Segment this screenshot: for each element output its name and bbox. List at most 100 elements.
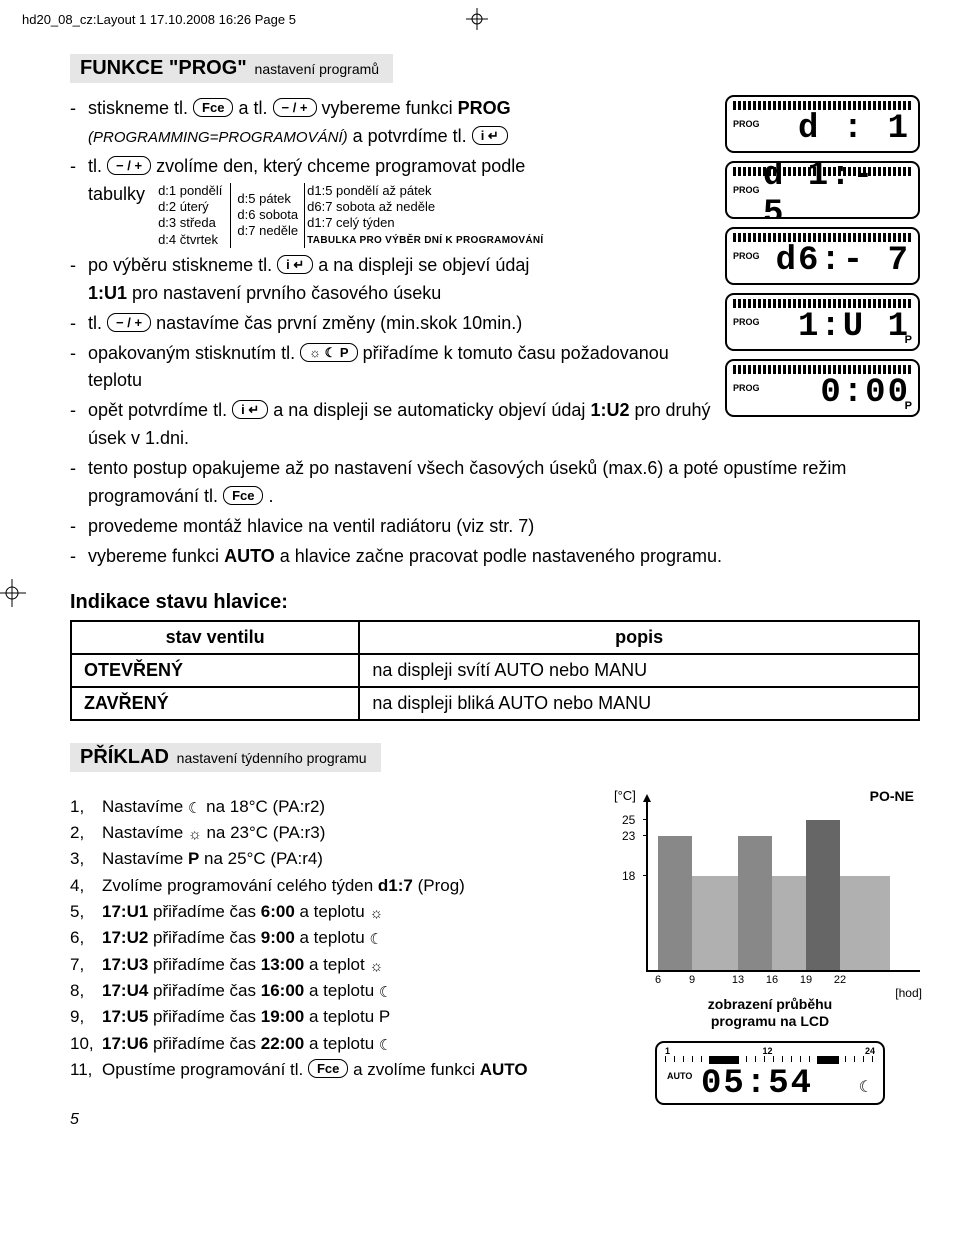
row-num: 9, [70, 1004, 102, 1030]
t: tabulky [88, 184, 145, 204]
moon-icon: ☾ [859, 1077, 873, 1097]
example-row: 3,Nastavíme P na 25°C (PA:r4) [70, 846, 596, 872]
t: tl. [88, 313, 102, 333]
chart-bar [738, 836, 772, 970]
crop-mark-icon [0, 579, 26, 607]
mini-lcd: 1 12 24 AUTO 05:54 ☾ [655, 1041, 885, 1105]
plusminus-button: − / + [107, 313, 151, 332]
row-num: 7, [70, 952, 102, 978]
t: a potvrdíme tl. [353, 126, 467, 146]
chart-bar [658, 836, 692, 970]
t: opět potvrdíme tl. [88, 400, 227, 420]
t: vybereme funkci [322, 98, 453, 118]
t: a tl. [238, 98, 267, 118]
row-text: 17:U2 přiřadíme čas 9:00 a teplotu ☾ [102, 925, 383, 951]
t: pro nastavení prvního časového úseku [132, 283, 441, 303]
x-tick: 19 [800, 974, 812, 986]
cell: d:3 středa [158, 215, 216, 230]
row-text: Opustíme programování tl. Fce a zvolíme … [102, 1057, 528, 1083]
t: provedeme montáž hlavice na ventil radiá… [88, 513, 920, 541]
t: nastavíme čas první změny (min.skok 10mi… [156, 313, 522, 333]
t: vybereme funkci [88, 546, 219, 566]
scale-tick: 24 [865, 1046, 875, 1056]
td: ZAVŘENÝ [71, 687, 359, 720]
auto-label: AUTO [667, 1071, 692, 1081]
file-header: hd20_08_cz:Layout 1 17.10.2008 16:26 Pag… [22, 12, 296, 27]
cell: d:2 úterý [158, 199, 209, 214]
t: a na displeji se objeví údaj [318, 255, 529, 275]
title-bold: FUNKCE "PROG" [80, 57, 247, 79]
example-row: 7,17:U3 přiřadíme čas 13:00 a teplot ☼ [70, 952, 596, 978]
chart-bar [692, 876, 738, 970]
row-num: 11, [70, 1057, 102, 1083]
section-funkce-title: FUNKCE "PROG" nastavení programů [70, 54, 393, 83]
t: nastavení týdenního programu [177, 750, 367, 766]
chart-bar [806, 820, 840, 970]
t: po výběru stiskneme tl. [88, 255, 272, 275]
cell: d:6 sobota [237, 207, 298, 222]
p-label: P [905, 334, 912, 346]
example-row: 2,Nastavíme ☼ na 23°C (PA:r3) [70, 820, 596, 846]
t: programu na LCD [711, 1013, 829, 1029]
x-tick: 6 [655, 974, 661, 986]
x-tick: 16 [766, 974, 778, 986]
y-tick: 18 [622, 869, 635, 883]
plusminus-button: − / + [107, 156, 151, 175]
row-text: 17:U5 přiřadíme čas 19:00 a teplotu P [102, 1004, 390, 1030]
row-num: 4, [70, 873, 102, 899]
lcd-1: PROG d : 1 [725, 95, 920, 153]
row-num: 5, [70, 899, 102, 925]
cell: d:7 neděle [237, 223, 298, 238]
example-row: 1,Nastavíme ☾ na 18°C (PA:r2) [70, 794, 596, 820]
td: na displeji bliká AUTO nebo MANU [359, 687, 919, 720]
t: AUTO [224, 546, 275, 566]
lcd-column: PROG d : 1 PROG d 1:- 5 PROG d6:- 7 PROG… [725, 95, 920, 455]
t: tl. [88, 156, 102, 176]
lcd-digits: 0:00 [763, 375, 910, 411]
status-table: stav ventilu popis OTEVŘENÝ na displeji … [70, 620, 920, 721]
fce-button: Fce [193, 98, 233, 117]
cell: d1:5 pondělí až pátek [307, 183, 431, 198]
example-row: 6,17:U2 přiřadíme čas 9:00 a teplotu ☾ [70, 925, 596, 951]
row-num: 8, [70, 978, 102, 1004]
section-example-title: PŘÍKLAD nastavení týdenního programu [70, 743, 381, 772]
row-text: Zvolíme programování celého týden d1:7 (… [102, 873, 465, 899]
row-text: 17:U4 přiřadíme čas 16:00 a teplotu ☾ [102, 978, 392, 1004]
cell: d1:7 celý týden [307, 215, 394, 230]
y-axis-label: [°C] [614, 788, 636, 803]
t: 1:U1 [88, 283, 127, 303]
lcd-4: PROG 1:U 1 P [725, 293, 920, 351]
row-text: Nastavíme ☾ na 18°C (PA:r2) [102, 794, 325, 820]
row-num: 2, [70, 820, 102, 846]
title-rest: nastavení programů [255, 61, 380, 77]
plusminus-button: − / + [273, 98, 317, 117]
lcd-5: PROG 0:00 P [725, 359, 920, 417]
example-row: 10,17:U6 přiřadíme čas 22:00 a teplotu ☾ [70, 1031, 596, 1057]
prog-label: PROG [733, 317, 760, 327]
row-num: 6, [70, 925, 102, 951]
t: PROG [458, 98, 511, 118]
example-row: 9,17:U5 přiřadíme čas 19:00 a teplotu P [70, 1004, 596, 1030]
row-num: 1, [70, 794, 102, 820]
cell: d:5 pátek [237, 191, 291, 206]
row-num: 3, [70, 846, 102, 872]
cell: d:1 pondělí [158, 183, 222, 198]
x-tick: 9 [689, 974, 695, 986]
fce-button: Fce [223, 486, 263, 505]
prog-label: PROG [733, 383, 760, 393]
x-tick: 13 [732, 974, 744, 986]
y-tick: 25 [622, 813, 635, 827]
lcd-digits: d6:- 7 [763, 243, 910, 279]
enter-button: i ↵ [232, 400, 268, 419]
crop-header: hd20_08_cz:Layout 1 17.10.2008 16:26 Pag… [0, 0, 960, 34]
th: stav ventilu [71, 621, 359, 654]
example-row: 4,Zvolíme programování celého týden d1:7… [70, 873, 596, 899]
chart-column: [°C] PO-NE [hod] 2523186913161922 zobraz… [620, 794, 920, 1105]
row-num: 10, [70, 1031, 102, 1057]
t: a hlavice začne pracovat podle nastavené… [280, 546, 722, 566]
t: stiskneme tl. [88, 98, 188, 118]
t: 1:U2 [590, 400, 629, 420]
example-row: 5,17:U1 přiřadíme čas 6:00 a teplotu ☼ [70, 899, 596, 925]
cell: d6:7 sobota až neděle [307, 199, 435, 214]
chart-bar [840, 876, 890, 970]
